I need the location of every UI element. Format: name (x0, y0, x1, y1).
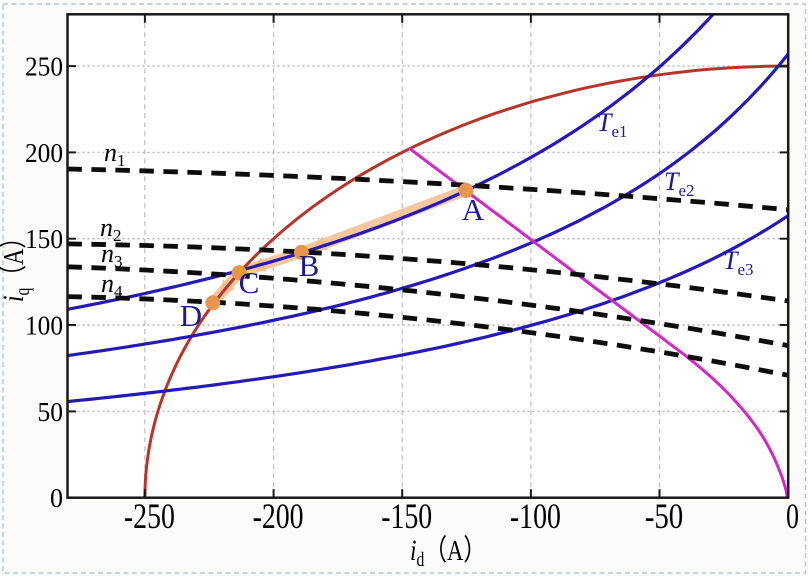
svg-text:A: A (462, 192, 485, 227)
svg-text:250: 250 (25, 52, 63, 82)
svg-text:-150: -150 (381, 496, 432, 536)
svg-text:200: 200 (25, 138, 63, 168)
svg-text:B: B (299, 248, 320, 283)
svg-text:-200: -200 (253, 496, 304, 536)
svg-text:C: C (239, 265, 260, 300)
svg-text:D: D (180, 298, 202, 333)
svg-text:150: 150 (25, 224, 63, 254)
svg-text:-100: -100 (510, 496, 561, 536)
svg-text:0: 0 (786, 496, 799, 536)
svg-text:-50: -50 (645, 496, 684, 536)
svg-text:0: 0 (50, 483, 63, 513)
svg-text:100: 100 (25, 311, 63, 341)
svg-text:50: 50 (38, 397, 64, 427)
svg-text:-250: -250 (124, 496, 175, 536)
